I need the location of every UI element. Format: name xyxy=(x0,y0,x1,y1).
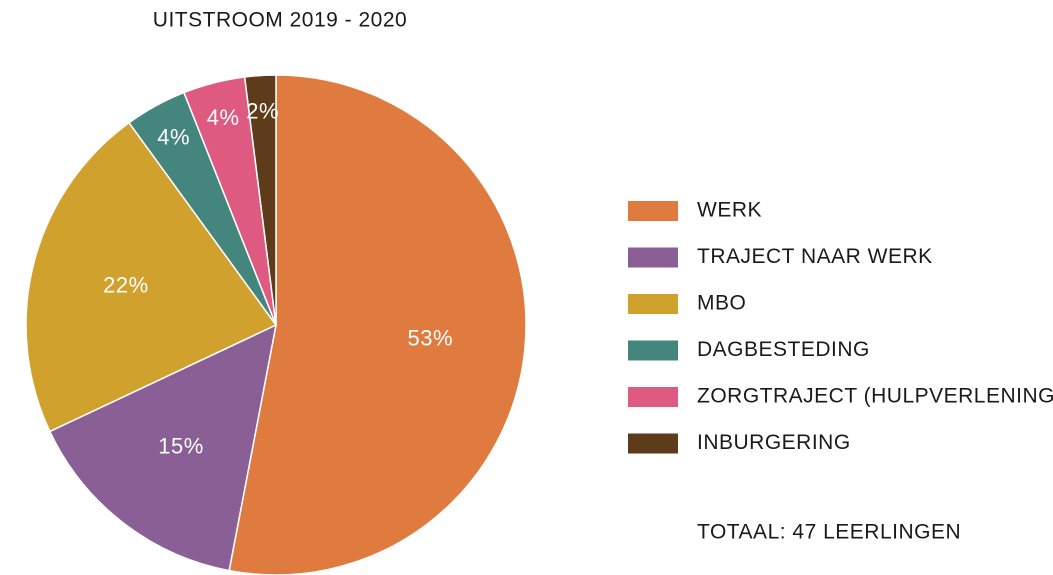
legend-label: INBURGERING xyxy=(697,431,851,454)
legend-swatch xyxy=(628,201,678,221)
legend-label: WERK xyxy=(697,199,762,222)
slice-label: 4% xyxy=(157,125,190,150)
legend-swatch xyxy=(628,340,678,361)
slice-label: 53% xyxy=(408,325,454,350)
legend-label: TRAJECT NAAR WERK xyxy=(697,245,933,268)
legend-label: ZORGTRAJECT (HULPVERLENING) xyxy=(697,385,1053,408)
pie-slice xyxy=(25,121,278,433)
pie-slice xyxy=(228,74,527,575)
legend-swatch xyxy=(628,433,678,454)
total-note: TOTAAL: 47 LEERLINGEN xyxy=(697,521,961,544)
legend-swatch xyxy=(628,294,678,314)
legend-swatch xyxy=(628,387,678,407)
slice-label: 15% xyxy=(158,433,204,458)
slice-label: 22% xyxy=(103,272,149,297)
pie-slice xyxy=(243,74,277,326)
legend-label: MBO xyxy=(697,292,746,315)
pie-slice xyxy=(48,323,278,572)
slice-label: 2% xyxy=(246,99,279,124)
legend-label: DAGBESTEDING xyxy=(697,338,870,361)
legend-swatch xyxy=(628,247,678,268)
chart-title: UITSTROOM 2019 - 2020 xyxy=(153,9,407,32)
slice-label: 4% xyxy=(207,105,240,130)
